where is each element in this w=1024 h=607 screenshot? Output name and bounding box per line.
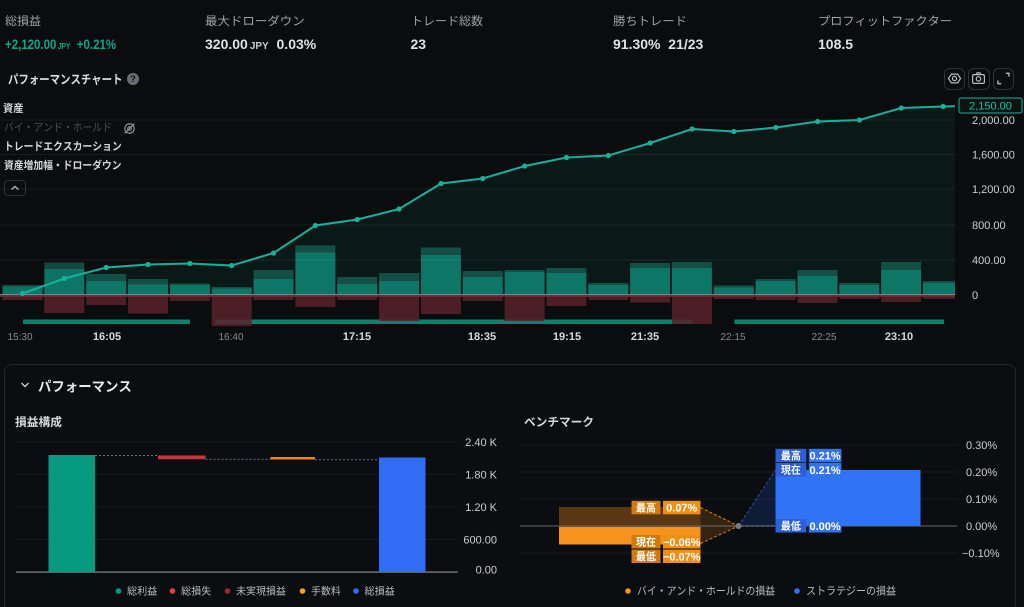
svg-text:0.21%: 0.21% bbox=[809, 465, 840, 477]
svg-text:21:35: 21:35 bbox=[631, 331, 659, 343]
svg-text:16:05: 16:05 bbox=[93, 331, 121, 343]
svg-text:800.00: 800.00 bbox=[972, 220, 1006, 232]
svg-text:0.30%: 0.30% bbox=[966, 440, 997, 452]
svg-text:2.40 K: 2.40 K bbox=[465, 437, 497, 449]
svg-text:0.00%: 0.00% bbox=[966, 521, 997, 533]
svg-text:16:40: 16:40 bbox=[218, 332, 243, 343]
svg-text:0.07%: 0.07% bbox=[666, 503, 697, 515]
svg-text:22:25: 22:25 bbox=[811, 332, 836, 343]
svg-text:1.20 K: 1.20 K bbox=[465, 502, 497, 514]
svg-text:0.21%: 0.21% bbox=[809, 451, 840, 463]
svg-text:15:30: 15:30 bbox=[7, 332, 32, 343]
svg-text:1.80 K: 1.80 K bbox=[465, 470, 497, 482]
svg-text:−0.07%: −0.07% bbox=[663, 551, 701, 563]
svg-text:0.20%: 0.20% bbox=[966, 467, 997, 479]
svg-text:19:15: 19:15 bbox=[553, 331, 581, 343]
svg-text:400.00: 400.00 bbox=[972, 255, 1006, 267]
svg-text:1,200.00: 1,200.00 bbox=[972, 184, 1015, 196]
svg-text:2,000.00: 2,000.00 bbox=[972, 115, 1015, 127]
svg-text:0.00: 0.00 bbox=[476, 565, 497, 577]
svg-text:600.00: 600.00 bbox=[463, 535, 497, 547]
svg-text:2,150.00: 2,150.00 bbox=[969, 101, 1012, 113]
svg-text:17:15: 17:15 bbox=[343, 331, 371, 343]
svg-text:0.00%: 0.00% bbox=[809, 521, 840, 533]
svg-text:1,600.00: 1,600.00 bbox=[972, 150, 1015, 162]
svg-text:0: 0 bbox=[972, 290, 978, 302]
svg-text:23:10: 23:10 bbox=[885, 331, 913, 343]
svg-text:18:35: 18:35 bbox=[468, 331, 496, 343]
svg-text:0.10%: 0.10% bbox=[966, 494, 997, 506]
svg-text:−0.10%: −0.10% bbox=[962, 548, 1000, 560]
svg-text:22:15: 22:15 bbox=[720, 332, 745, 343]
svg-text:−0.06%: −0.06% bbox=[663, 537, 701, 549]
